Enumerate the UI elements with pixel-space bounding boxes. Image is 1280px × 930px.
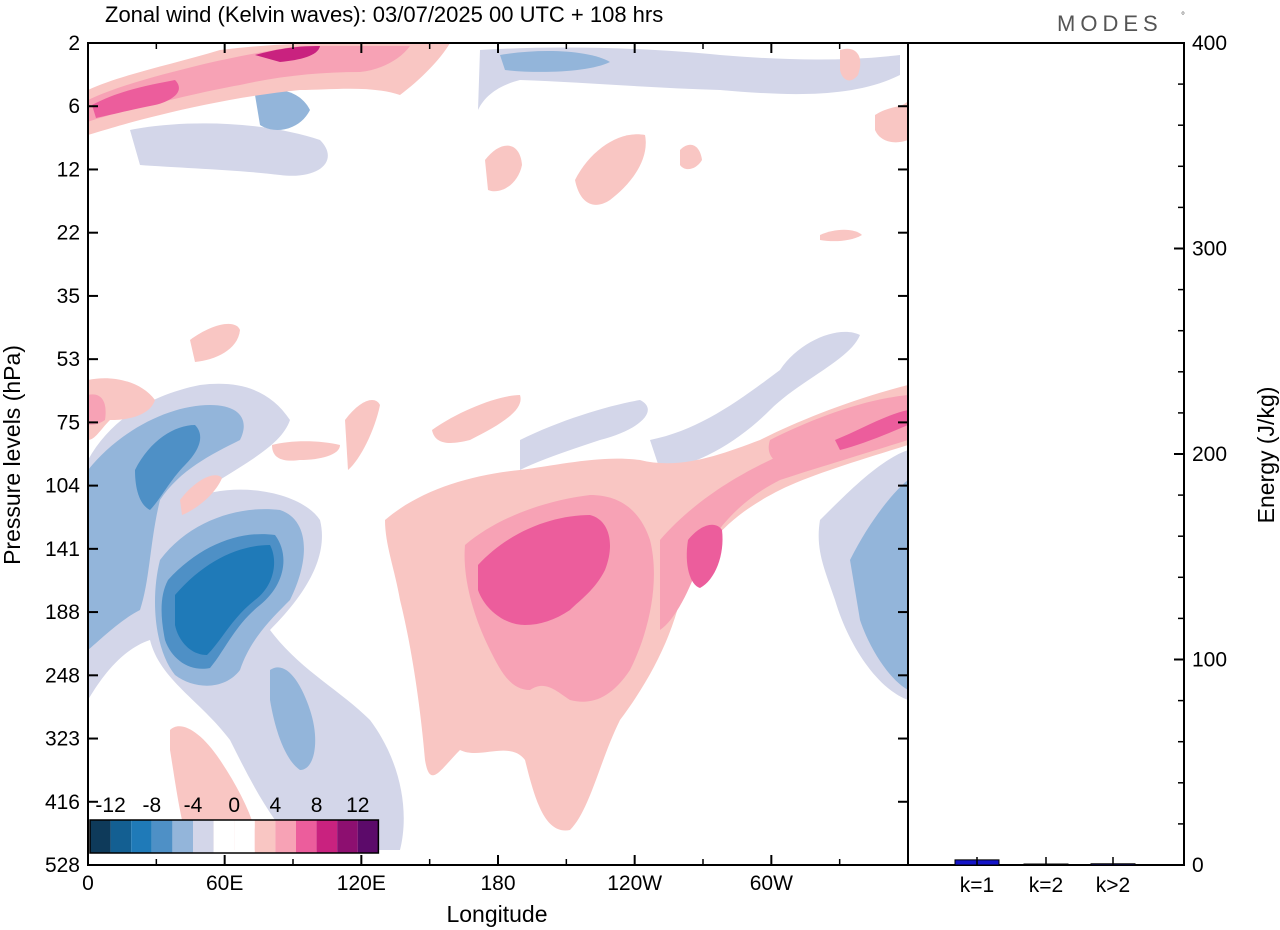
colorbar-swatch xyxy=(172,820,193,853)
pos-region-9 xyxy=(88,394,106,425)
neg-region-2 xyxy=(88,405,244,650)
energy-axis-title: Energy (J/kg) xyxy=(1253,387,1279,524)
colorbar-tick-label: -4 xyxy=(184,794,203,817)
pos-region-25 xyxy=(680,144,702,170)
y-tick-label: 22 xyxy=(57,222,80,245)
neg-region-7 xyxy=(270,667,316,770)
x-tick-label: 60E xyxy=(206,872,243,895)
pos-region-15 xyxy=(92,80,179,118)
energy-plot-frame xyxy=(907,42,1185,866)
pos-region-12 xyxy=(170,726,260,850)
colorbar-swatch xyxy=(254,820,276,853)
pos-region-8 xyxy=(88,378,155,440)
x-tick-label: 120W xyxy=(607,872,662,895)
colorbar-swatch xyxy=(131,820,152,853)
y-tick-label: 6 xyxy=(68,95,80,118)
x-tick-label: 0 xyxy=(82,872,94,895)
neg-region-8 xyxy=(520,400,648,470)
neg-region-6 xyxy=(135,425,201,510)
y-tick-label: 35 xyxy=(57,285,80,308)
y-tick-label: 416 xyxy=(45,791,80,814)
longitude-axis: 0 60E 120E 180 120W 60W xyxy=(82,43,841,895)
colorbar-swatch xyxy=(337,820,358,853)
pos-region-20 xyxy=(875,100,908,143)
colorbar-swatch xyxy=(275,820,296,853)
pos-region-5 xyxy=(686,524,723,588)
x-tick-label: 60W xyxy=(750,872,793,895)
energy-tick-label: 100 xyxy=(1192,649,1227,672)
x-tick-label: 120E xyxy=(337,872,386,895)
y-tick-label: 323 xyxy=(45,728,80,751)
colorbar-tick-label: -8 xyxy=(142,794,161,817)
y-axis-title: Pressure levels (hPa) xyxy=(0,345,25,565)
chart-title: Zonal wind (Kelvin waves): 03/07/2025 00… xyxy=(105,2,663,27)
y-tick-label: 104 xyxy=(45,475,80,498)
energy-axis: 0 100 200 300 400 xyxy=(1174,32,1227,877)
energy-category-label: k=2 xyxy=(1029,874,1063,897)
energy-tick-label: 0 xyxy=(1192,854,1204,877)
y-tick-label: 141 xyxy=(45,538,80,561)
pos-region-19 xyxy=(820,229,862,242)
neg-region-11 xyxy=(850,480,908,690)
pos-region-10 xyxy=(190,323,240,362)
colorbar xyxy=(89,819,380,854)
brand-mark: ° xyxy=(1181,11,1185,22)
neg-region-5 xyxy=(175,545,275,655)
neg-region-15 xyxy=(255,90,310,130)
colorbar-tick-label: 12 xyxy=(346,794,369,817)
colorbar-swatch xyxy=(234,820,255,853)
pos-region-21 xyxy=(272,441,340,461)
brand-logo: MODES xyxy=(1057,11,1163,36)
y-tick-label: 2 xyxy=(68,32,80,55)
energy-tick-label: 400 xyxy=(1192,32,1227,55)
pos-region-16 xyxy=(255,46,320,62)
colorbar-swatch xyxy=(151,820,173,853)
y-tick-label: 528 xyxy=(45,854,80,877)
colorbar-tick-label: -12 xyxy=(95,794,125,817)
energy-bars: k=1 k=2 k>2 xyxy=(954,857,1136,897)
x-axis-title: Longitude xyxy=(446,901,547,927)
energy-tick-label: 200 xyxy=(1192,443,1227,466)
neg-region-14 xyxy=(130,123,328,176)
colorbar-swatch xyxy=(193,820,214,853)
pos-region-6 xyxy=(768,395,908,465)
colorbar-swatch xyxy=(296,820,317,853)
colorbar-swatch xyxy=(357,820,379,853)
y-tick-label: 75 xyxy=(57,411,80,434)
colorbar-swatch xyxy=(90,820,111,853)
colorbar-tick-label: 8 xyxy=(311,794,323,817)
colorbar-labels: -12 -8 -4 0 4 8 12 xyxy=(95,794,369,817)
energy-category-label: k>2 xyxy=(1096,874,1130,897)
pressure-axis: 2 6 12 22 35 53 75 104 141 188 248 323 416 528 xyxy=(45,32,908,877)
colorbar-frame xyxy=(89,819,380,854)
neg-region-13 xyxy=(500,50,610,72)
pos-region-3 xyxy=(478,515,610,625)
neg-region-9 xyxy=(650,331,860,470)
y-tick-label: 53 xyxy=(57,348,80,371)
colorbar-tick-label: 4 xyxy=(270,794,282,817)
y-tick-label: 188 xyxy=(45,601,80,624)
colorbar-swatch xyxy=(213,820,235,853)
y-tick-label: 248 xyxy=(45,664,80,687)
x-tick-label: 180 xyxy=(480,872,515,895)
pos-region-23 xyxy=(180,475,222,515)
pos-region-18 xyxy=(575,134,646,205)
energy-category-label: k=1 xyxy=(960,874,994,897)
pos-region-7 xyxy=(835,410,908,450)
colorbar-tick-label: 0 xyxy=(228,794,240,817)
pos-region-14 xyxy=(88,46,410,122)
pos-region-17 xyxy=(485,145,522,192)
pos-region-11 xyxy=(432,395,521,443)
energy-tick-label: 300 xyxy=(1192,238,1227,261)
colorbar-swatch xyxy=(316,820,338,853)
colorbar-swatch xyxy=(110,820,132,853)
contour-field xyxy=(88,43,908,850)
y-tick-label: 12 xyxy=(57,158,80,181)
pos-region-22 xyxy=(345,400,380,470)
pos-region-24 xyxy=(840,48,861,81)
